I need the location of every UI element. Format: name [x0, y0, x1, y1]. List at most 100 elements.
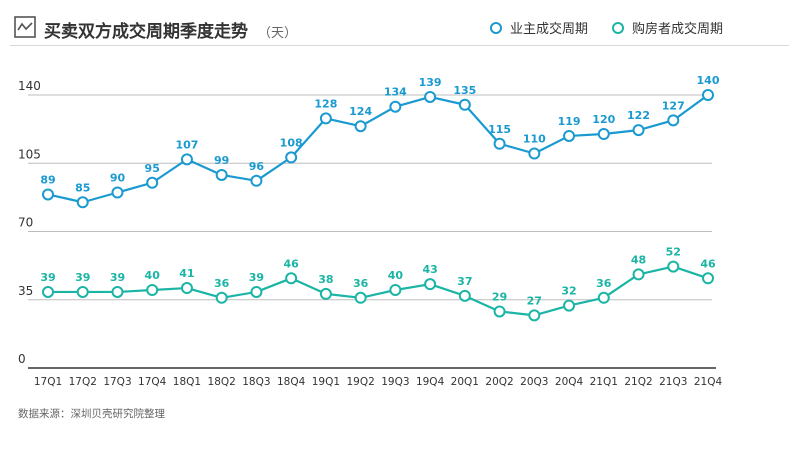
- data-point-buyer: [424, 278, 437, 291]
- y-tick-label: 70: [18, 216, 33, 230]
- data-label-owner: 95: [145, 162, 160, 175]
- unit-label: （天）: [258, 26, 298, 41]
- data-point-buyer: [180, 282, 193, 295]
- data-point-owner: [563, 129, 576, 142]
- data-label-owner: 110: [523, 133, 546, 146]
- data-point-owner: [111, 186, 124, 199]
- chart-title: 买卖双方成交周期季度走势 （天）: [44, 17, 297, 42]
- data-label-owner: 115: [488, 123, 511, 136]
- data-point-owner: [146, 176, 159, 189]
- data-label-owner: 122: [627, 109, 650, 122]
- series-line-owner: [47, 94, 709, 204]
- data-point-buyer: [563, 299, 576, 312]
- data-point-owner: [180, 153, 193, 166]
- data-label-owner: 135: [453, 84, 476, 97]
- data-label-owner: 120: [592, 113, 615, 126]
- data-point-buyer: [250, 285, 263, 298]
- y-tick-label: 140: [18, 79, 41, 93]
- data-point-buyer: [76, 285, 89, 298]
- x-tick-label: 17Q3: [103, 376, 131, 388]
- line-chart: 0 35 70 105 140 17Q1 17Q2 17Q3 17Q4 18Q1 18Q2 18Q3 1…: [18, 74, 723, 388]
- data-point-buyer: [597, 291, 610, 304]
- data-label-buyer: 32: [561, 285, 576, 298]
- data-point-owner: [76, 196, 89, 209]
- y-tick-label: 35: [18, 284, 33, 298]
- x-tick-label: 21Q3: [659, 376, 687, 388]
- data-point-buyer: [528, 309, 541, 322]
- data-label-owner: 96: [249, 160, 265, 173]
- data-label-buyer: 39: [40, 271, 55, 284]
- data-point-buyer: [319, 287, 332, 300]
- data-point-owner: [667, 114, 680, 127]
- data-point-buyer: [702, 272, 714, 285]
- data-label-buyer: 48: [631, 253, 646, 266]
- x-tick-label: 19Q1: [312, 376, 340, 388]
- x-tick-label: 17Q1: [34, 376, 62, 388]
- data-label-owner: 108: [280, 136, 303, 149]
- data-point-owner: [458, 98, 471, 111]
- data-label-owner: 85: [75, 181, 90, 194]
- data-point-owner: [528, 147, 541, 160]
- x-tick-label: 19Q3: [381, 376, 409, 388]
- data-label-buyer: 39: [249, 271, 264, 284]
- x-tick-label: 17Q4: [138, 376, 167, 388]
- data-label-owner: 119: [558, 115, 581, 128]
- data-label-owner: 140: [697, 74, 720, 87]
- y-tick-label: 0: [18, 352, 26, 366]
- legend-item-owner: 业主成交周期: [489, 18, 588, 37]
- data-point-owner: [42, 188, 54, 201]
- x-tick-label: 20Q4: [555, 376, 584, 388]
- legend-item-buyer: 购房者成交周期: [611, 18, 723, 37]
- legend-label-owner: 业主成交周期: [509, 22, 588, 37]
- data-label-owner: 90: [110, 172, 126, 185]
- data-point-owner: [389, 100, 402, 113]
- data-point-owner: [702, 89, 714, 101]
- data-label-buyer: 43: [422, 263, 437, 276]
- data-point-buyer: [111, 285, 124, 298]
- data-point-buyer: [389, 284, 402, 296]
- data-label-buyer: 36: [353, 277, 369, 290]
- data-point-buyer: [285, 272, 298, 285]
- header-divider: [10, 45, 789, 46]
- x-tick-label: 19Q4: [416, 376, 445, 388]
- data-label-owner: 107: [175, 138, 198, 151]
- data-point-buyer: [42, 285, 54, 298]
- data-label-buyer: 38: [318, 273, 333, 286]
- data-label-owner: 134: [384, 86, 407, 99]
- data-source: 数据来源：深圳贝壳研究院整理: [18, 408, 165, 420]
- chart-header: 买卖双方成交周期季度走势 （天） 业主成交周期 购房者成交周期: [0, 0, 799, 46]
- data-point-owner: [319, 112, 332, 125]
- data-label-buyer: 46: [284, 257, 300, 270]
- data-point-buyer: [458, 289, 471, 302]
- data-point-owner: [597, 128, 610, 140]
- data-label-buyer: 40: [145, 269, 161, 282]
- data-point-buyer: [632, 268, 645, 281]
- data-label-buyer: 36: [214, 277, 230, 290]
- x-tick-label: 18Q1: [173, 376, 201, 388]
- data-point-buyer: [493, 305, 506, 318]
- data-point-buyer: [146, 284, 159, 296]
- y-tick-label: 105: [18, 147, 41, 161]
- data-point-owner: [215, 168, 228, 181]
- data-label-owner: 127: [662, 99, 685, 112]
- data-point-owner: [424, 90, 437, 103]
- data-point-owner: [493, 137, 506, 150]
- legend-label-buyer: 购房者成交周期: [631, 22, 723, 37]
- data-point-buyer: [667, 260, 680, 273]
- chart-title-text: 买卖双方成交周期季度走势: [44, 22, 248, 42]
- x-tick-label: 18Q4: [277, 376, 306, 388]
- data-label-buyer: 27: [527, 294, 542, 307]
- x-tick-label: 20Q3: [520, 376, 548, 388]
- x-tick-label: 18Q2: [208, 376, 236, 388]
- data-label-owner: 124: [349, 105, 372, 118]
- data-label-buyer: 41: [179, 267, 194, 280]
- data-label-buyer: 39: [110, 271, 125, 284]
- data-label-owner: 139: [419, 76, 442, 89]
- x-tick-label: 21Q4: [694, 376, 723, 388]
- x-tick-label: 21Q2: [624, 376, 652, 388]
- data-label-buyer: 52: [666, 246, 681, 259]
- x-tick-label: 18Q3: [242, 376, 270, 388]
- data-label-owner: 128: [314, 97, 337, 110]
- legend-marker-buyer: [611, 21, 624, 34]
- data-label-owner: 99: [214, 154, 229, 167]
